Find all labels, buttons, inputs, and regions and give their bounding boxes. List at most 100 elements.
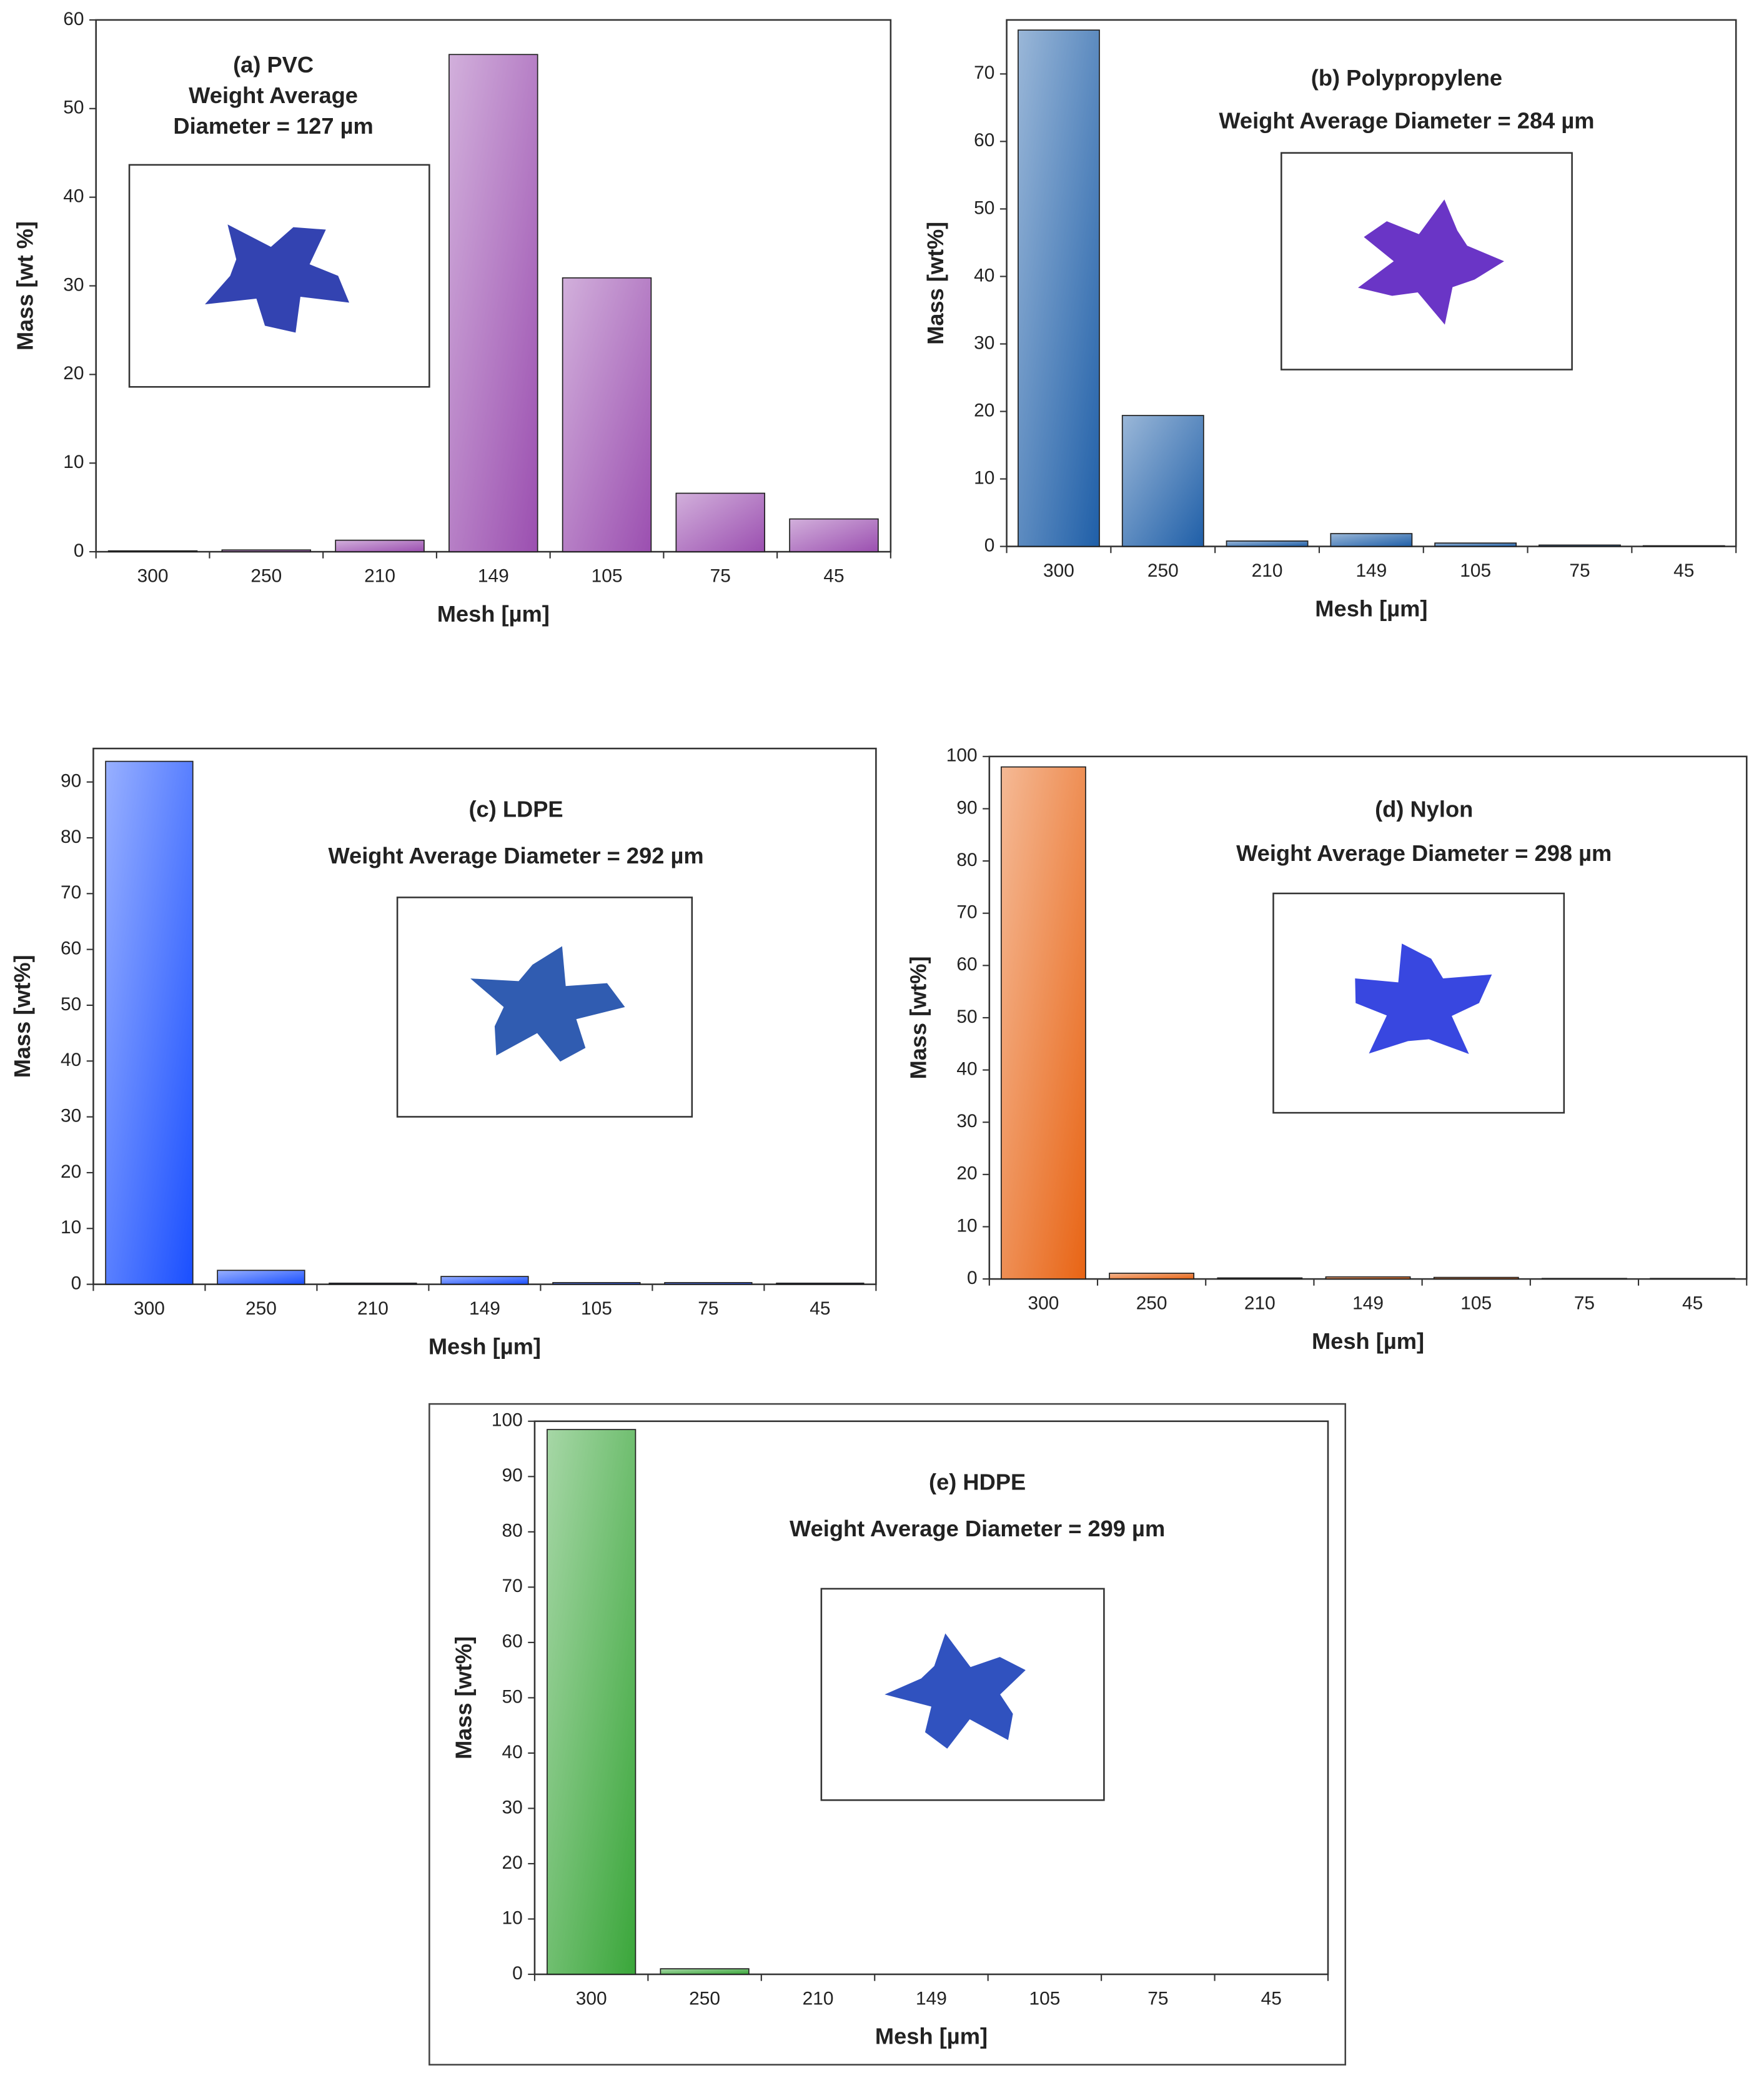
x-tick-label: 105 (1029, 1988, 1060, 2009)
bar (1121, 415, 1204, 547)
x-tick-label: 300 (576, 1988, 607, 2009)
inset-particle (884, 1633, 1026, 1749)
inset-particle (1355, 943, 1492, 1055)
panel-border (429, 1403, 1347, 2066)
chart-subtitle: Weight Average Diameter = 299 µm (790, 1516, 1165, 1541)
bar (552, 1282, 641, 1285)
x-tick-label: 250 (245, 1298, 277, 1319)
y-tick-label: 10 (61, 1217, 81, 1238)
y-tick-label: 40 (502, 1742, 523, 1762)
y-tick-label: 60 (61, 938, 81, 959)
y-tick-label: 50 (61, 994, 81, 1015)
x-tick-label: 75 (1147, 1988, 1168, 2009)
y-tick-label: 30 (63, 274, 84, 295)
y-tick-label: 70 (502, 1576, 523, 1596)
x-tick-label: 149 (469, 1298, 500, 1319)
bar (547, 1429, 637, 1975)
x-tick-label: 45 (823, 565, 844, 586)
x-tick-label: 105 (1460, 560, 1491, 581)
bar (1001, 766, 1086, 1280)
y-tick-label: 50 (974, 197, 994, 218)
x-axis-label: Mesh [µm] (1312, 1328, 1424, 1354)
x-tick-label: 45 (810, 1298, 830, 1319)
chart-subtitle: Weight Average Diameter = 298 µm (1236, 840, 1612, 866)
chart-subtitle: Weight Average Diameter = 292 µm (328, 843, 703, 868)
x-tick-label: 210 (1252, 560, 1283, 581)
y-tick-label: 50 (63, 97, 84, 118)
y-tick-label: 30 (61, 1106, 81, 1126)
bar (1109, 1273, 1195, 1280)
chart-title: (d) Nylon (1375, 797, 1473, 822)
y-tick-label: 70 (956, 902, 977, 923)
bar (217, 1270, 305, 1285)
chart-title: (e) HDPE (929, 1469, 1026, 1494)
y-tick-label: 0 (984, 535, 995, 555)
x-tick-label: 250 (250, 565, 282, 586)
x-tick-label: 250 (1147, 560, 1179, 581)
y-tick-label: 30 (956, 1111, 977, 1131)
y-tick-label: 30 (502, 1797, 523, 1817)
y-tick-label: 20 (502, 1852, 523, 1873)
x-tick-label: 149 (916, 1988, 947, 2009)
y-axis-label: Mass [wt%] (9, 955, 35, 1078)
x-tick-label: 45 (1682, 1293, 1703, 1313)
bar (664, 1282, 753, 1285)
y-tick-label: 0 (74, 540, 84, 561)
y-tick-label: 90 (502, 1465, 523, 1486)
bar (776, 1282, 865, 1285)
x-axis-label: Mesh [µm] (429, 1333, 541, 1359)
x-tick-label: 45 (1261, 1988, 1282, 2009)
bar (1542, 1278, 1627, 1280)
y-tick-label: 40 (974, 265, 994, 286)
chart-subtitle: Weight Average Diameter = 284 µm (1219, 107, 1594, 133)
x-axis-label: Mesh [µm] (875, 2024, 988, 2049)
x-tick-label: 75 (1574, 1293, 1595, 1313)
bar (1325, 1276, 1411, 1280)
y-tick-label: 40 (61, 1050, 81, 1070)
y-tick-label: 60 (63, 9, 84, 29)
y-tick-label: 40 (63, 186, 84, 207)
x-tick-label: 210 (364, 565, 395, 586)
x-tick-label: 300 (1043, 560, 1074, 581)
x-tick-label: 105 (592, 565, 623, 586)
y-tick-label: 20 (63, 363, 84, 384)
y-tick-label: 10 (502, 1907, 523, 1928)
y-tick-label: 60 (502, 1631, 523, 1652)
bar (1217, 1277, 1303, 1280)
x-tick-label: 45 (1673, 560, 1694, 581)
y-tick-label: 100 (946, 745, 978, 766)
y-tick-label: 40 (956, 1058, 977, 1079)
chart-title: (a) PVC (233, 52, 314, 77)
x-tick-label: 300 (134, 1298, 165, 1319)
y-tick-label: 10 (63, 452, 84, 472)
y-tick-label: 90 (956, 797, 977, 818)
y-tick-label: 0 (512, 1963, 523, 1984)
x-tick-label: 149 (478, 565, 509, 586)
y-tick-label: 60 (956, 954, 977, 975)
chart-subtitle: Diameter = 127 µm (173, 113, 373, 139)
x-axis-label: Mesh [µm] (437, 601, 550, 627)
x-tick-label: 210 (1244, 1293, 1276, 1313)
y-tick-label: 50 (502, 1686, 523, 1707)
bar (1434, 542, 1517, 547)
y-axis-label: Mass [wt%] (923, 222, 948, 345)
y-tick-label: 80 (61, 827, 81, 847)
y-tick-label: 10 (956, 1215, 977, 1236)
y-axis-label: Mass [wt%] (450, 1636, 476, 1759)
inset-particle (205, 224, 350, 333)
y-tick-label: 50 (956, 1007, 977, 1027)
bar (1539, 544, 1621, 547)
bar (1018, 29, 1100, 547)
bar (789, 518, 879, 552)
y-tick-label: 20 (61, 1161, 81, 1182)
x-tick-label: 210 (357, 1298, 389, 1319)
x-tick-label: 149 (1355, 560, 1387, 581)
y-axis-label: Mass [wt %] (12, 221, 37, 350)
bar (562, 277, 652, 552)
x-tick-label: 75 (698, 1298, 718, 1319)
bar (335, 539, 425, 552)
x-tick-label: 105 (581, 1298, 612, 1319)
bar (1226, 540, 1309, 547)
